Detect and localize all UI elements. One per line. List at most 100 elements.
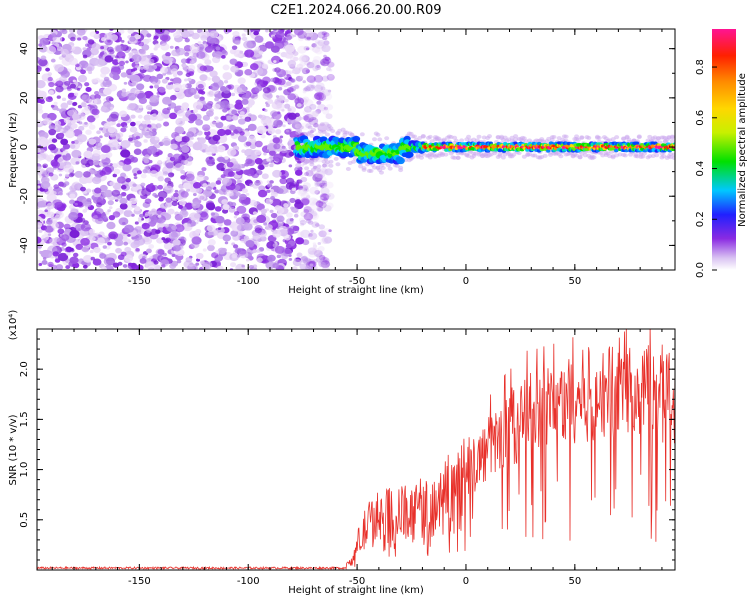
heatmap-speckle [205, 186, 213, 192]
heatmap-speckle [253, 30, 259, 36]
signal-halo [394, 163, 400, 168]
heatmap-speckle [185, 256, 193, 263]
heatmap-speckle [206, 112, 211, 116]
heatmap-speckle [278, 73, 283, 78]
heatmap-speckle [303, 212, 314, 221]
heatmap-speckle [116, 161, 124, 168]
heatmap-speckle [104, 55, 114, 63]
heatmap-speckle [112, 211, 121, 218]
heatmap-speckle [286, 218, 294, 225]
heatmap-speckle [267, 127, 276, 135]
heatmap-speckle [69, 83, 77, 89]
heatmap-speckle [39, 138, 50, 147]
heatmap-speckle [328, 73, 333, 78]
heatmap-speckle [110, 106, 114, 110]
heatmap-speckle [115, 247, 122, 254]
signal-halo [387, 166, 393, 171]
heatmap-speckle [54, 64, 65, 73]
heatmap-speckle [245, 258, 250, 262]
heatmap-speckle [196, 51, 206, 59]
heatmap-speckle [172, 73, 178, 78]
heatmap-speckle [245, 158, 253, 165]
heatmap-speckle [171, 254, 176, 258]
heatmap-speckle [303, 29, 314, 38]
snr-series-line [37, 329, 675, 570]
heatmap-x-tick-label: -150 [128, 276, 151, 287]
heatmap-speckle [191, 236, 202, 245]
heatmap-speckle [47, 211, 55, 218]
heatmap-speckle [127, 29, 135, 34]
heatmap-speckle [156, 73, 164, 80]
heatmap-speckle [178, 183, 185, 189]
heatmap-speckle [188, 265, 193, 270]
heatmap-speckle [312, 172, 321, 179]
heatmap-speckle [292, 258, 302, 267]
heatmap-speckle [107, 126, 116, 134]
heatmap-speckle [188, 113, 198, 122]
heatmap-speckle [228, 206, 236, 213]
heatmap-speckle [320, 86, 326, 91]
signal-halo [328, 163, 334, 168]
heatmap-speckle [316, 173, 324, 179]
signal-core [480, 141, 486, 146]
figure-title: C2E1.2024.066.20.00.R09 [270, 3, 441, 18]
heatmap-speckle [118, 110, 128, 118]
heatmap-speckle [56, 95, 61, 99]
heatmap-speckle [315, 109, 322, 114]
signal-halo [636, 134, 642, 139]
heatmap-speckle [273, 119, 283, 128]
heatmap-speckle [308, 208, 316, 215]
heatmap-speckle [69, 229, 80, 239]
heatmap-speckle [84, 201, 92, 208]
heatmap-speckle [272, 243, 279, 248]
heatmap-speckle [69, 193, 76, 199]
heatmap-speckle [129, 126, 138, 133]
signal-halo [321, 130, 327, 135]
heatmap-speckle [123, 241, 129, 246]
heatmap-speckle [273, 143, 281, 150]
heatmap-speckle [234, 102, 244, 110]
heatmap-speckle [241, 99, 249, 105]
heatmap-speckle [66, 252, 71, 256]
heatmap-speckle [225, 189, 234, 197]
heatmap-speckle [231, 115, 239, 121]
heatmap-speckle [173, 192, 179, 198]
heatmap-speckle [306, 195, 311, 199]
heatmap-speckle [86, 188, 92, 193]
signal-halo [304, 166, 310, 171]
heatmap-speckle [128, 52, 134, 57]
heatmap-speckle [306, 61, 315, 69]
signal-core [483, 144, 488, 149]
heatmap-speckle [116, 176, 126, 184]
heatmap-speckle [170, 143, 178, 150]
heatmap-speckle [154, 136, 160, 141]
signal-halo [640, 154, 646, 159]
heatmap-speckle [227, 84, 235, 90]
heatmap-speckle [121, 88, 127, 93]
heatmap-speckle [88, 121, 93, 125]
heatmap-layer [37, 29, 675, 270]
heatmap-speckle [120, 140, 131, 149]
heatmap-speckle [258, 50, 264, 55]
heatmap-speckle [149, 85, 154, 89]
heatmap-speckle [96, 130, 101, 135]
heatmap-speckle [184, 78, 188, 82]
heatmap-speckle [203, 43, 209, 48]
heatmap-speckle [322, 235, 332, 245]
heatmap-speckle [216, 265, 224, 270]
heatmap-speckle [275, 30, 285, 39]
heatmap-speckle [124, 224, 135, 233]
heatmap-speckle [161, 34, 171, 42]
heatmap-speckle [227, 148, 237, 157]
heatmap-speckle [271, 111, 282, 120]
heatmap-speckle [280, 147, 288, 154]
heatmap-speckle [40, 176, 50, 184]
signal-halo [486, 134, 492, 139]
heatmap-speckle [37, 180, 41, 185]
signal-halo [513, 134, 519, 139]
heatmap-speckle [325, 181, 334, 189]
heatmap-speckle [95, 202, 103, 208]
heatmap-speckle [308, 116, 319, 126]
heatmap-speckle [56, 46, 63, 52]
signal-halo [453, 138, 459, 143]
